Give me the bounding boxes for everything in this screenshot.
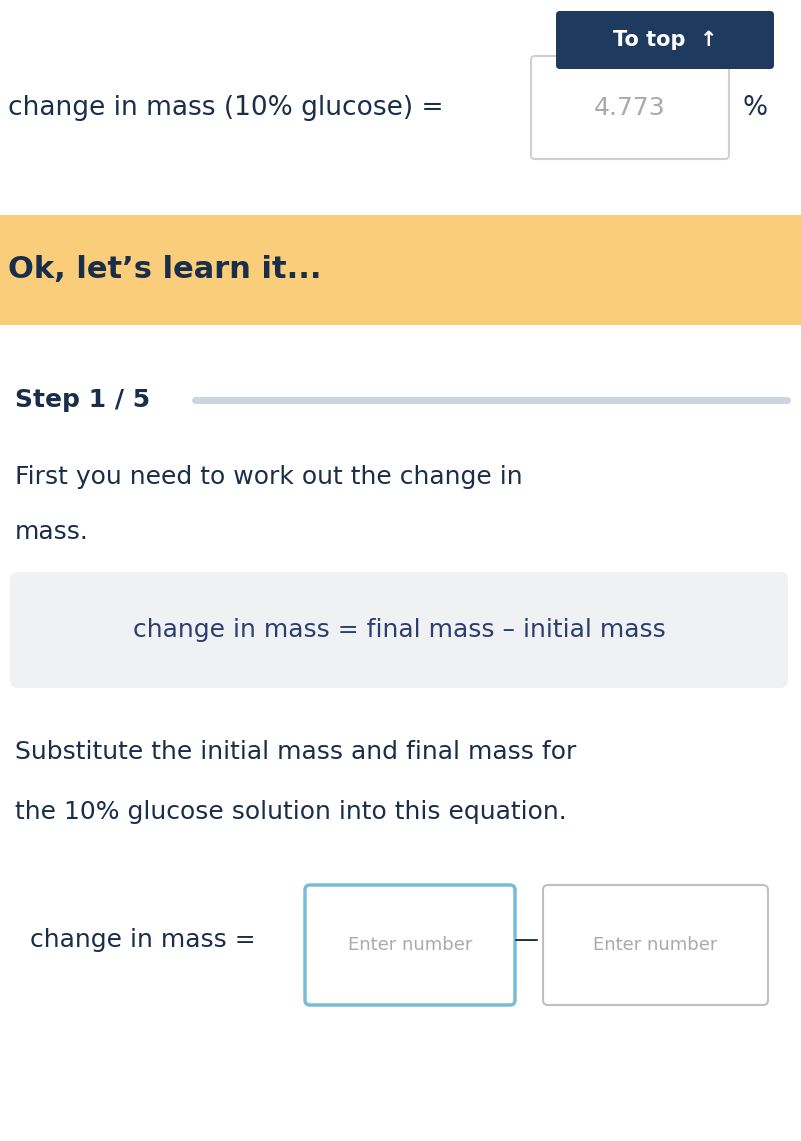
Text: Enter number: Enter number [348,936,472,954]
Text: To top  ↑: To top ↑ [613,30,717,50]
Text: Step 1 / 5: Step 1 / 5 [15,388,150,412]
Text: —: — [513,928,538,952]
FancyBboxPatch shape [531,56,729,159]
Text: change in mass = final mass – initial mass: change in mass = final mass – initial ma… [133,618,666,642]
Text: Enter number: Enter number [593,936,717,954]
FancyBboxPatch shape [10,572,788,688]
FancyBboxPatch shape [543,885,768,1005]
Text: Substitute the initial mass and final mass for: Substitute the initial mass and final ma… [15,741,577,764]
Text: change in mass =: change in mass = [30,928,256,952]
Text: 4.773: 4.773 [594,96,666,120]
Text: Ok, let’s learn it...: Ok, let’s learn it... [8,256,321,284]
Text: %: % [742,95,767,121]
Text: the 10% glucose solution into this equation.: the 10% glucose solution into this equat… [15,800,567,824]
FancyBboxPatch shape [556,11,774,68]
FancyBboxPatch shape [0,215,801,325]
Text: mass.: mass. [15,520,89,544]
Text: First you need to work out the change in: First you need to work out the change in [15,466,522,489]
FancyBboxPatch shape [305,885,515,1005]
Text: change in mass (10% glucose) =: change in mass (10% glucose) = [8,95,444,121]
